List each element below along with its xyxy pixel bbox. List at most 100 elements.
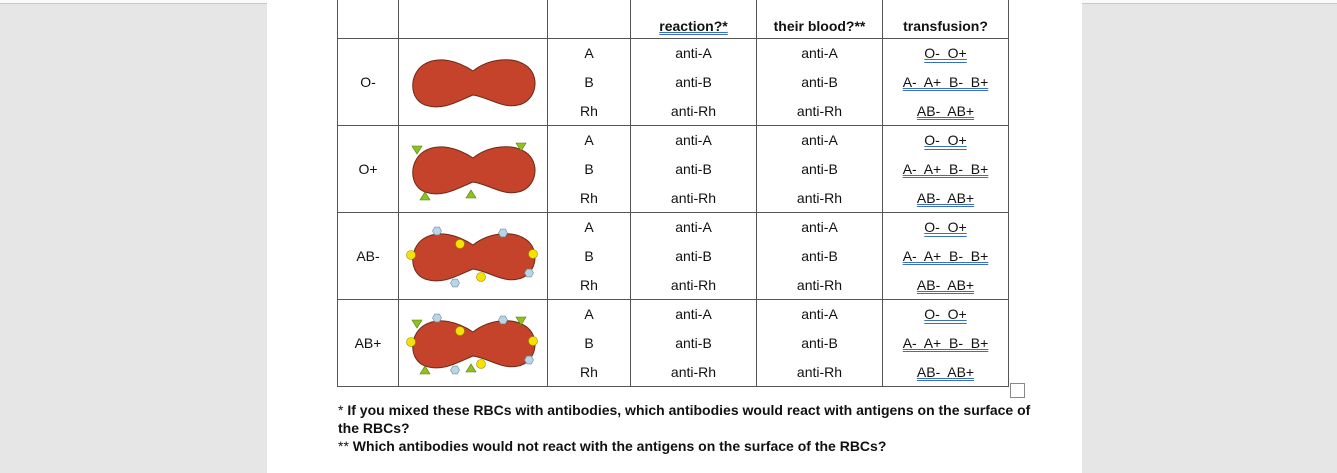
transfusion-cell: O- O+ A- A+ B- B+ AB- AB+ — [882, 125, 1009, 213]
antigen-label: A — [584, 306, 594, 323]
antigen-label: B — [584, 160, 594, 177]
header-reaction-label: reaction?* — [659, 18, 728, 34]
red-blood-cell-icon — [406, 313, 538, 375]
blood-type-cell: O- — [337, 38, 399, 126]
reacting-antibody: anti-Rh — [670, 276, 717, 293]
donor-types: O- O+ — [924, 306, 967, 323]
donor-types: O- O+ — [924, 219, 967, 236]
donor-types: A- A+ B- B+ — [902, 160, 989, 177]
header-row: reaction?* their blood?** transfusion? — [337, 0, 1009, 39]
rbc-cell — [398, 38, 548, 126]
blood-antibody: anti-A — [801, 306, 838, 323]
in-blood-cell: anti-A anti-B anti-Rh — [756, 125, 883, 213]
blood-antibody: anti-Rh — [796, 276, 843, 293]
in-blood-cell: anti-A anti-B anti-Rh — [756, 299, 883, 387]
antigen-label: Rh — [580, 363, 598, 380]
reacting-antibody: anti-B — [675, 247, 712, 264]
donor-types: AB- AB+ — [916, 102, 975, 119]
blood-type-cell: O+ — [337, 125, 399, 213]
blood-antibody: anti-B — [801, 247, 838, 264]
table-row: O+ A B Rh anti-A anti-B anti-Rh anti-A anti-B ant… — [337, 125, 1009, 213]
header-their-blood-label: their blood?** — [773, 18, 866, 34]
blood-type-label: O+ — [358, 161, 378, 177]
transfusion-cell: O- O+ A- A+ B- B+ AB- AB+ — [882, 299, 1009, 387]
header-reaction: reaction?* — [630, 0, 757, 39]
donor-types: A- A+ B- B+ — [902, 247, 989, 264]
transfusion-cell: O- O+ A- A+ B- B+ AB- AB+ — [882, 212, 1009, 300]
antigens-cell: A B Rh — [547, 38, 631, 126]
header-cut-text — [757, 5, 882, 18]
reacting-antibody: anti-A — [675, 219, 712, 236]
reacting-cell: anti-A anti-B anti-Rh — [630, 38, 757, 126]
header-their-blood: their blood?** — [756, 0, 883, 39]
antigens-cell: A B Rh — [547, 125, 631, 213]
reacting-cell: anti-A anti-B anti-Rh — [630, 299, 757, 387]
blood-type-label: AB- — [356, 248, 380, 264]
rbc-cell — [398, 212, 548, 300]
blood-antibody: anti-Rh — [796, 189, 843, 206]
footnote-star: ** — [338, 438, 349, 454]
antigen-label: A — [584, 45, 594, 62]
header-transfusion-label: transfusion? — [903, 18, 988, 34]
red-blood-cell-icon — [406, 226, 538, 288]
footnote-star: * — [338, 402, 344, 418]
blood-type-cell: AB+ — [337, 299, 399, 387]
antigen-label: Rh — [580, 102, 598, 119]
red-blood-cell-icon — [412, 59, 536, 108]
blood-antibody: anti-B — [801, 73, 838, 90]
donor-types: AB- AB+ — [916, 276, 975, 293]
donor-types: A- A+ B- B+ — [902, 334, 989, 351]
reacting-antibody: anti-Rh — [670, 189, 717, 206]
reacting-cell: anti-A anti-B anti-Rh — [630, 125, 757, 213]
reacting-antibody: anti-Rh — [670, 102, 717, 119]
reacting-cell: anti-A anti-B anti-Rh — [630, 212, 757, 300]
table-row: AB+ A B Rh anti-A anti-B anti-Rh anti-A anti-B an… — [337, 299, 1009, 387]
blood-antibody: anti-A — [801, 219, 838, 236]
table-resize-handle[interactable] — [1010, 383, 1025, 398]
reacting-antibody: anti-B — [675, 334, 712, 351]
in-blood-cell: anti-A anti-B anti-Rh — [756, 212, 883, 300]
antigen-label: Rh — [580, 276, 598, 293]
header-blood-type — [337, 0, 399, 39]
header-transfusion: transfusion? — [882, 0, 1009, 39]
blood-type-label: AB+ — [354, 335, 382, 351]
antigen-label: B — [584, 73, 594, 90]
blood-antibody: anti-B — [801, 334, 838, 351]
header-rbc — [398, 0, 548, 39]
rbc-cell — [398, 125, 548, 213]
donor-types: O- O+ — [924, 45, 967, 62]
antigens-cell: A B Rh — [547, 299, 631, 387]
reacting-antibody: anti-B — [675, 73, 712, 90]
reacting-antibody: anti-A — [675, 132, 712, 149]
antigen-label: B — [584, 247, 594, 264]
rbc-cell — [398, 299, 548, 387]
table-row: O- A B Rh anti-A anti-B anti-Rh anti-A anti-B ant… — [337, 38, 1009, 126]
antigens-cell: A B Rh — [547, 212, 631, 300]
blood-antibody: anti-A — [801, 132, 838, 149]
blood-type-cell: AB- — [337, 212, 399, 300]
blood-type-table: reaction?* their blood?** transfusion? O… — [337, 0, 1009, 387]
footnote-1: * If you mixed these RBCs with antibodie… — [338, 401, 1038, 437]
blood-antibody: anti-Rh — [796, 102, 843, 119]
blood-type-label: O- — [360, 74, 376, 90]
footnote-2: ** Which antibodies would not react with… — [338, 437, 1038, 455]
blood-antibody: anti-A — [801, 45, 838, 62]
antigen-label: A — [584, 132, 594, 149]
donor-types: AB- AB+ — [916, 189, 975, 206]
antigen-label: B — [584, 334, 594, 351]
footnote-1-text: If you mixed these RBCs with antibodies,… — [338, 402, 1031, 436]
reacting-antibody: anti-A — [675, 306, 712, 323]
header-cut-text — [883, 5, 1008, 18]
reacting-antibody: anti-A — [675, 45, 712, 62]
reacting-antibody: anti-Rh — [670, 363, 717, 380]
footnotes: * If you mixed these RBCs with antibodie… — [338, 401, 1038, 455]
blood-antibody: anti-Rh — [796, 363, 843, 380]
transfusion-cell: O- O+ A- A+ B- B+ AB- AB+ — [882, 38, 1009, 126]
antigen-label: Rh — [580, 189, 598, 206]
red-blood-cell-icon — [411, 142, 536, 201]
reacting-antibody: anti-B — [675, 160, 712, 177]
in-blood-cell: anti-A anti-B anti-Rh — [756, 38, 883, 126]
donor-types: AB- AB+ — [916, 363, 975, 380]
donor-types: O- O+ — [924, 132, 967, 149]
footnote-2-text: Which antibodies would not react with th… — [352, 438, 887, 454]
